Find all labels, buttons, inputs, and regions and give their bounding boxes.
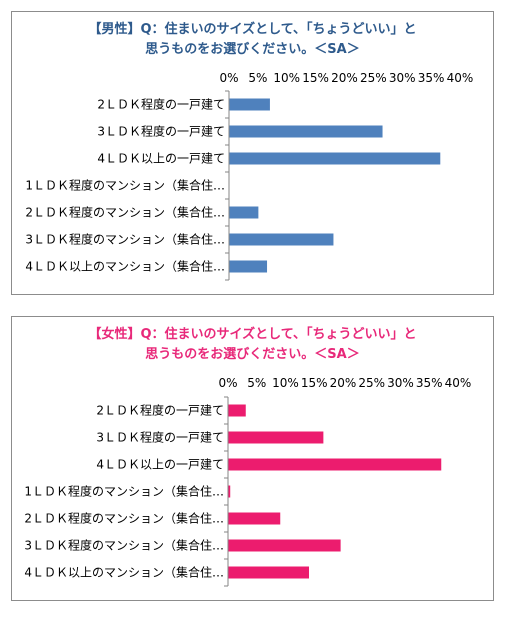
x-tick-label: 40% — [445, 376, 472, 390]
bar — [229, 98, 270, 111]
bar — [228, 458, 442, 471]
x-tick-label: 25% — [360, 71, 387, 85]
chart-title-line-1: 【男性】Q：住まいのサイズとして、「ちょうどいい」と — [88, 22, 417, 37]
x-tick-label: 0% — [219, 71, 238, 85]
category-label: 3ＬＤＫ程度の一戸建て — [97, 124, 225, 139]
x-tick-label: 20% — [331, 71, 358, 85]
female-bar-chart: 0% 5% 10% 15% 20% 25% 30% 35% 40% 2ＬＤＫ程度の一戸建て 3ＬＤＫ… — [24, 376, 472, 587]
category-label: 2ＬＤＫ程度の一戸建て — [97, 97, 225, 112]
bar — [228, 404, 246, 417]
bar — [229, 260, 268, 273]
category-label: 3ＬＤＫ程度のマンション（集合住… — [24, 538, 224, 553]
chart-title-line-2: 思うものをお選びください。＜SA＞ — [145, 347, 360, 362]
female-chart-panel: 【女性】Q：住まいのサイズとして、「ちょうどいい」と 思うものをお選びください。… — [11, 316, 494, 601]
category-label: 4ＬＤＫ以上の一戸建て — [96, 458, 224, 472]
bar — [228, 485, 231, 498]
bar — [228, 539, 341, 552]
category-label: 2ＬＤＫ程度の一戸建て — [96, 403, 224, 418]
bar — [229, 206, 259, 219]
x-tick-label: 40% — [447, 71, 474, 85]
bar — [228, 512, 281, 525]
x-tick-label: 10% — [272, 376, 299, 390]
x-tick-label: 35% — [416, 376, 443, 390]
bar — [228, 566, 309, 579]
category-label: 3ＬＤＫ程度のマンション（集合住… — [25, 232, 225, 247]
chart-title-line-2: 思うものをお選びください。＜SA＞ — [145, 42, 360, 57]
x-tick-label: 30% — [387, 376, 414, 390]
category-label: 4ＬＤＫ以上のマンション（集合住… — [25, 259, 225, 274]
category-label: 1ＬＤＫ程度のマンション（集合住… — [24, 484, 224, 499]
x-tick-label: 25% — [358, 376, 385, 390]
category-label: 2ＬＤＫ程度のマンション（集合住… — [24, 511, 224, 526]
x-tick-label: 5% — [248, 71, 267, 85]
category-label: 1ＬＤＫ程度のマンション（集合住… — [25, 178, 225, 193]
category-label: 4ＬＤＫ以上のマンション（集合住… — [24, 565, 224, 580]
chart-title: 【男性】Q：住まいのサイズとして、「ちょうどいい」と 思うものをお選びください。… — [12, 20, 493, 60]
category-label: 4ＬＤＫ以上の一戸建て — [97, 152, 225, 166]
x-tick-label: 5% — [247, 376, 266, 390]
x-tick-label: 30% — [389, 71, 416, 85]
x-tick-label: 20% — [330, 376, 357, 390]
bar — [228, 431, 324, 444]
category-label: 3ＬＤＫ程度の一戸建て — [96, 430, 224, 445]
x-tick-label: 15% — [301, 376, 328, 390]
x-tick-label: 0% — [218, 376, 237, 390]
bar — [229, 152, 441, 165]
x-tick-label: 35% — [418, 71, 445, 85]
chart-title: 【女性】Q：住まいのサイズとして、「ちょうどいい」と 思うものをお選びください。… — [12, 325, 493, 365]
bar — [229, 125, 383, 138]
male-bar-chart: 0% 5% 10% 15% 20% 25% 30% 35% 40% 2ＬＤＫ程度の一戸建て 3ＬＤＫ… — [25, 71, 474, 281]
x-tick-label: 10% — [273, 71, 300, 85]
x-tick-label: 15% — [302, 71, 329, 85]
bar — [229, 233, 334, 246]
male-chart-panel: 【男性】Q：住まいのサイズとして、「ちょうどいい」と 思うものをお選びください。… — [11, 11, 494, 295]
category-label: 2ＬＤＫ程度のマンション（集合住… — [25, 205, 225, 220]
chart-title-line-1: 【女性】Q：住まいのサイズとして、「ちょうどいい」と — [88, 327, 417, 342]
